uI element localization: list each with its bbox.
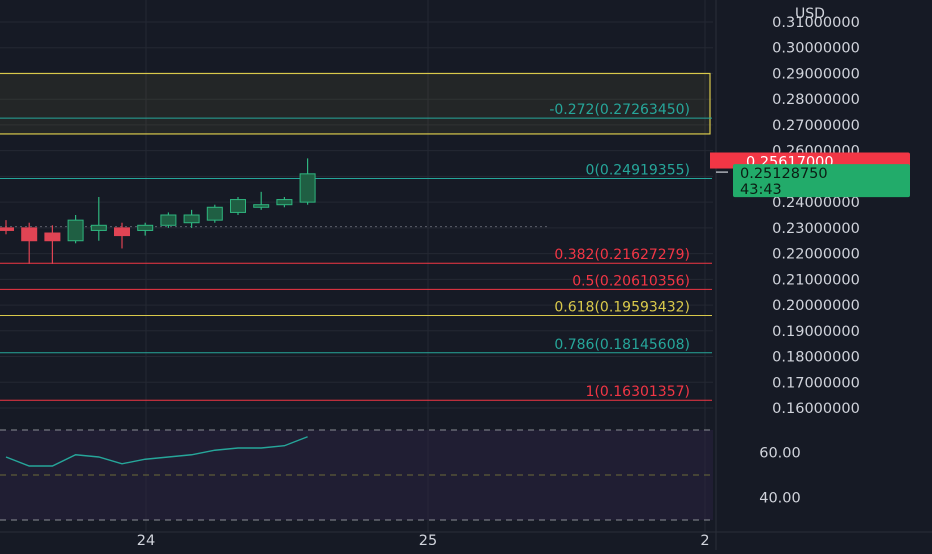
price-axis[interactable]: 0.31000000 0.30000000 0.29000000 0.28000000… <box>710 15 910 417</box>
candle-body[interactable] <box>299 173 316 203</box>
time-axis-label: 25 <box>419 533 437 549</box>
rsi-line[interactable] <box>5 436 308 467</box>
price-axis-label: 0.21000000 <box>772 272 860 288</box>
time-axis-label: 2 <box>700 533 709 549</box>
current-price-label: 0.25128750 <box>740 166 828 182</box>
rsi-panel[interactable]: 60.00 40.00 <box>0 429 801 521</box>
candle-body[interactable] <box>114 227 130 237</box>
price-axis-label: 0.18000000 <box>772 350 860 366</box>
candle-body[interactable] <box>276 199 293 206</box>
price-axis-label: 0.23000000 <box>772 221 860 237</box>
candlestick-series[interactable] <box>0 158 316 264</box>
current-price-badge-green[interactable] <box>733 164 910 198</box>
candle-body[interactable] <box>137 224 154 231</box>
price-axis-label: 0.31000000 <box>772 15 860 31</box>
price-axis-label: 0.17000000 <box>772 375 860 391</box>
price-axis-label: 0.24000000 <box>772 195 860 211</box>
time-axis[interactable]: 24 25 2 <box>137 533 710 549</box>
price-axis-label: 0.27000000 <box>772 118 860 134</box>
fib-level-label: -0.272(0.27263450) <box>549 102 690 118</box>
candle-body[interactable] <box>206 206 223 221</box>
fib-level-label: 0(0.24919355) <box>586 162 690 178</box>
time-axis-label: 24 <box>137 533 155 549</box>
fib-level-label: 0.618(0.19593432) <box>554 300 690 316</box>
price-axis-label: 0.29000000 <box>772 66 860 82</box>
price-axis-label: 0.30000000 <box>772 41 860 57</box>
fibonacci-retracement[interactable]: -0.272(0.27263450) 0(0.24919355) 0.382(0.2… <box>0 72 712 401</box>
rsi-axis-label: 60.00 <box>759 446 801 462</box>
price-axis-label: 0.16000000 <box>772 401 860 417</box>
price-axis-label: 0.19000000 <box>772 324 860 340</box>
candle-body[interactable] <box>253 204 270 208</box>
badge-marker <box>710 152 732 169</box>
candle-body[interactable] <box>21 227 38 242</box>
candle-body[interactable] <box>90 224 107 231</box>
candle-body[interactable] <box>230 199 246 213</box>
bar-countdown-label: 43:43 <box>740 182 782 198</box>
fib-level-label: 0.382(0.21627279) <box>554 247 690 263</box>
price-axis-label: 0.20000000 <box>772 298 860 314</box>
candle-body[interactable] <box>183 214 200 224</box>
currency-label[interactable]: USD <box>795 6 825 22</box>
candle-body[interactable] <box>160 214 177 226</box>
price-axis-label: 0.22000000 <box>772 247 860 263</box>
fib-level-label: 0.786(0.18145608) <box>554 337 690 353</box>
rsi-axis-label: 40.00 <box>759 491 801 507</box>
fib-extension-zone[interactable] <box>0 72 711 135</box>
fib-level-label: 1(0.16301357) <box>586 384 690 400</box>
price-axis-label: 0.28000000 <box>772 92 860 108</box>
fib-level-label: 0.5(0.20610356) <box>572 273 690 289</box>
candle-body[interactable] <box>0 227 14 231</box>
candle-body[interactable] <box>44 232 61 242</box>
candle-body[interactable] <box>67 219 84 242</box>
